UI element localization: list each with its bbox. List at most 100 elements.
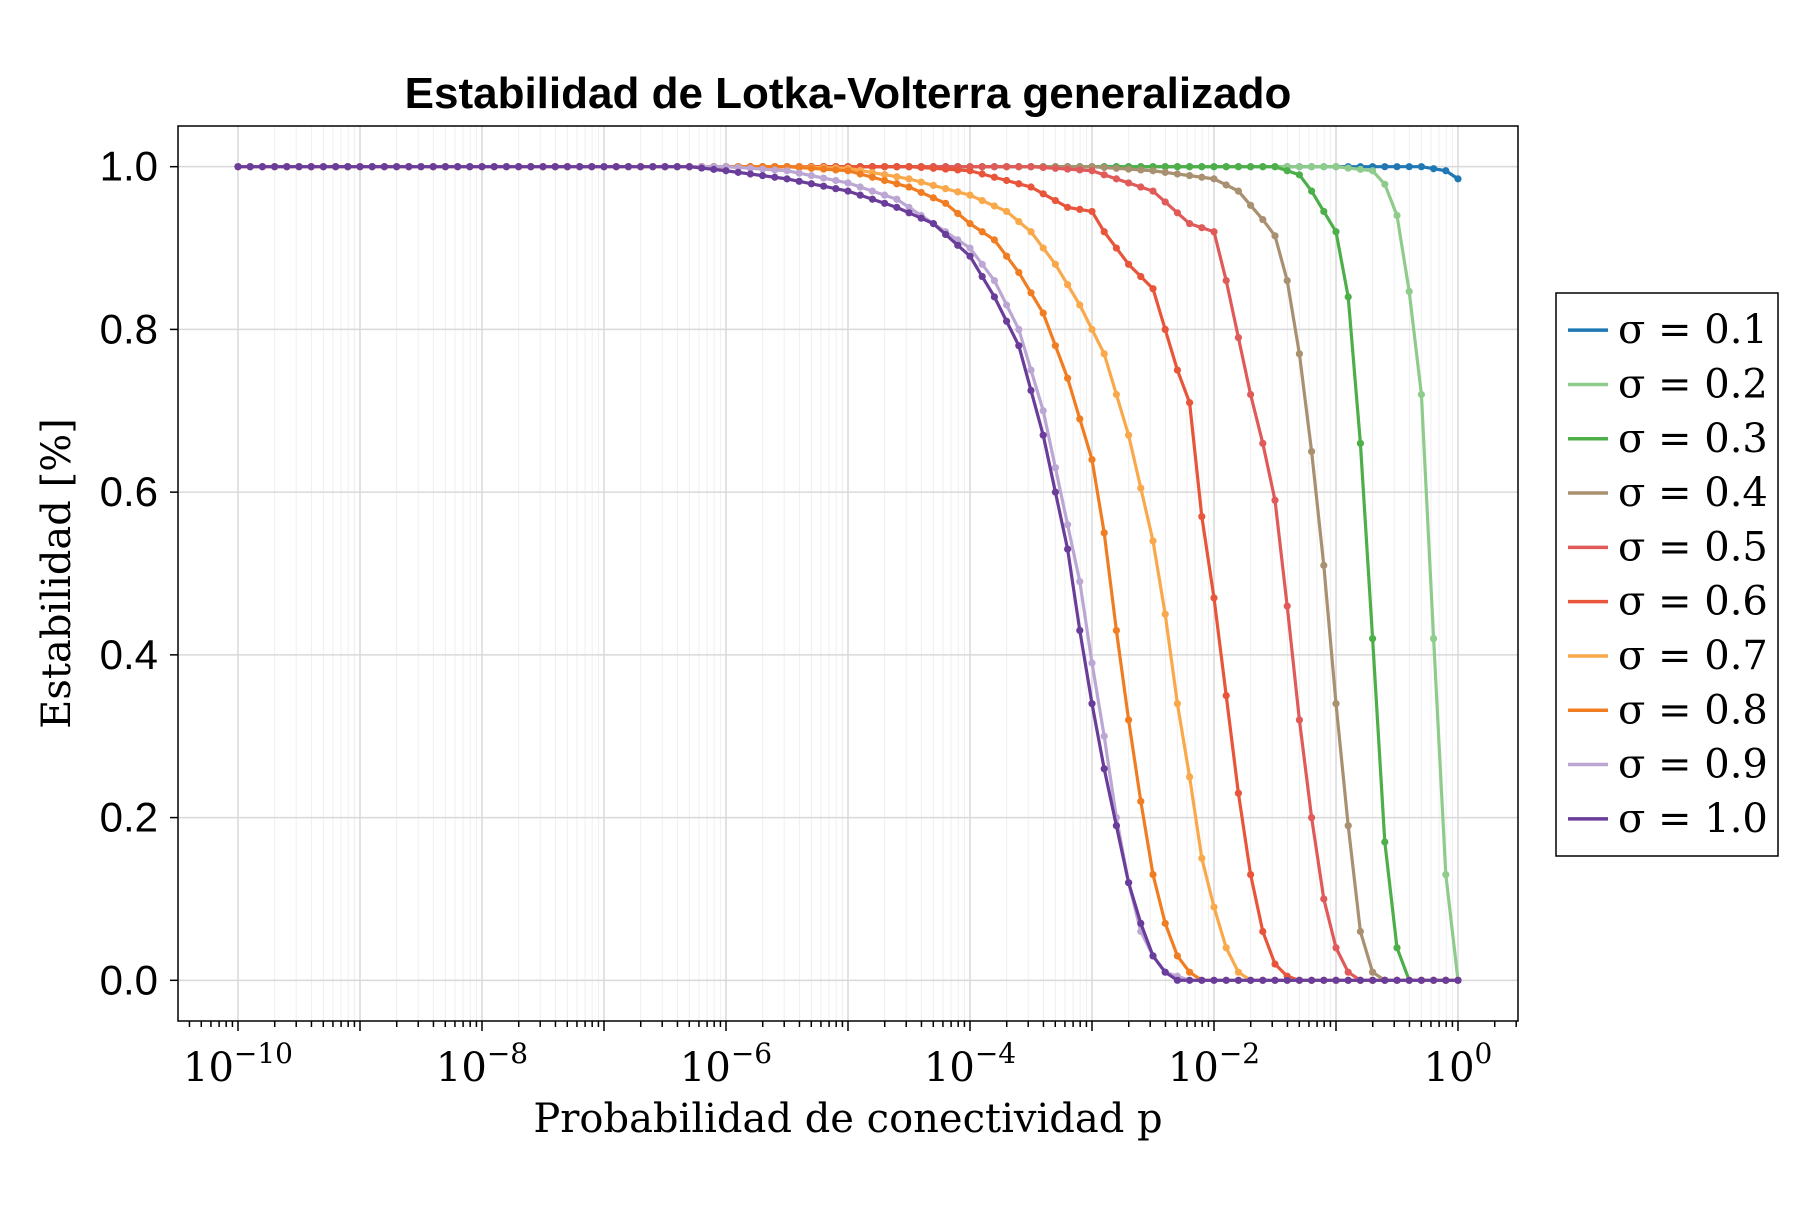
data-point [1003,301,1011,309]
data-point [1100,171,1108,179]
data-point [1234,187,1242,195]
data-point [1222,976,1230,984]
data-point [795,169,803,177]
legend-label: σ = 1.0 [1618,796,1768,842]
data-point [820,174,828,182]
data-point [844,179,852,187]
data-point [1064,374,1072,382]
data-point [893,180,901,188]
data-point [1015,268,1023,277]
data-point [1222,944,1230,952]
data-point [551,163,559,171]
data-point [1088,700,1096,708]
data-point [258,163,266,171]
data-point [905,163,913,171]
data-point [978,260,986,268]
data-point [1308,163,1316,171]
data-point [1198,173,1206,181]
data-point [1125,716,1133,724]
data-point [1027,183,1035,191]
data-point [441,163,449,171]
data-point [1064,545,1072,553]
data-point [1149,167,1157,175]
data-point [820,165,828,173]
data-point [1112,244,1120,252]
data-point [1417,390,1425,399]
data-point [1283,602,1291,610]
legend-item: σ = 0.9 [1568,742,1768,788]
data-point [1369,976,1377,984]
data-point [868,173,877,181]
data-point [1076,166,1084,174]
data-point [1088,659,1096,667]
y-tick-label: 0.2 [100,794,158,841]
data-point [832,185,840,193]
data-point [1283,276,1291,285]
data-point [1137,183,1145,191]
data-point [1442,167,1450,175]
data-point [795,177,803,185]
data-point [1210,594,1218,602]
data-point [868,187,877,195]
data-point [1454,976,1462,984]
data-point [466,163,474,171]
data-point [1100,732,1108,740]
data-point [624,163,633,171]
data-point [307,163,315,171]
data-point [1454,175,1462,183]
data-point [966,252,974,260]
data-point [832,176,840,185]
data-point [1417,163,1425,171]
data-point [1149,187,1157,195]
data-point [1210,976,1218,984]
data-point [1381,976,1389,984]
data-point [1015,163,1023,171]
data-point [1320,207,1328,216]
data-point [1027,289,1035,297]
data-point [917,178,925,186]
data-point [1137,484,1145,492]
data-point [1064,521,1072,529]
data-point [1161,968,1169,976]
data-point [1161,919,1169,927]
grid-layer [178,126,1518,1021]
data-point [942,185,950,193]
data-point [1283,976,1291,984]
data-point [746,164,755,172]
data-point [1186,163,1194,171]
data-point [1222,276,1230,285]
data-point [1027,163,1035,171]
data-point [1186,172,1194,180]
data-point [1015,342,1023,350]
data-point [966,220,974,228]
data-point [966,191,974,199]
data-point [881,171,889,179]
data-point [1186,220,1194,228]
data-point [1039,431,1047,439]
data-point [1039,190,1047,198]
x-tick-label: 10−6 [680,1037,772,1091]
data-point [759,172,767,180]
data-point [1112,822,1120,830]
data-point [515,163,523,171]
x-tick-label: 10−10 [183,1037,293,1091]
data-point [1295,171,1303,179]
data-point [978,196,986,205]
data-point [673,163,681,171]
data-point [893,173,901,181]
data-point [1247,390,1255,399]
data-point [1332,163,1340,171]
data-point [844,167,852,175]
data-point [1039,309,1047,317]
data-point [1259,976,1267,984]
data-point [1186,773,1194,781]
data-point [1356,976,1364,984]
data-point [380,163,388,171]
data-point [429,163,437,171]
data-point [1015,325,1023,334]
data-point [1308,187,1316,195]
data-point [820,182,828,190]
data-point [795,163,803,172]
data-point [1027,386,1035,395]
